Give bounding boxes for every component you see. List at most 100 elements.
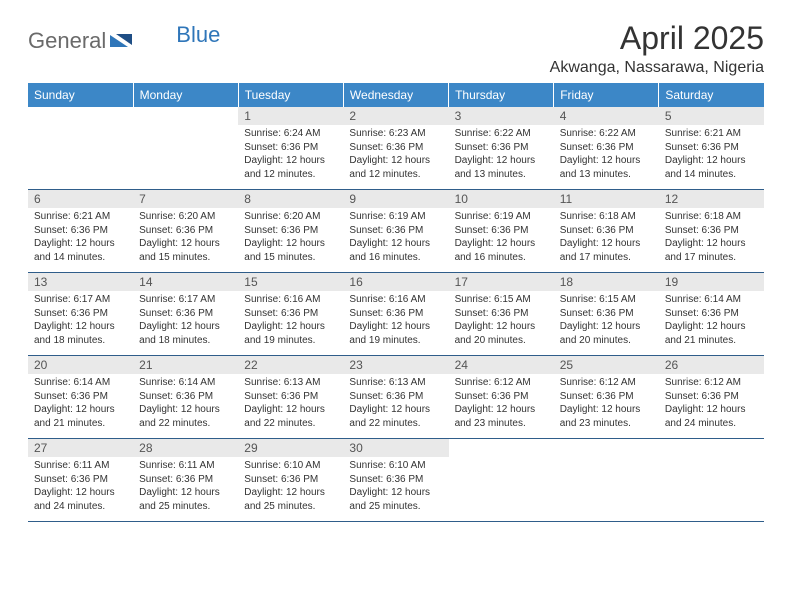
- location-text: Akwanga, Nassarawa, Nigeria: [550, 59, 764, 77]
- day-number: 29: [238, 439, 343, 457]
- day-number: 23: [343, 356, 448, 374]
- calendar-cell: 22Sunrise: 6:13 AMSunset: 6:36 PMDayligh…: [238, 356, 343, 439]
- title-block: April 2025 Akwanga, Nassarawa, Nigeria: [550, 20, 764, 77]
- day-content: Sunrise: 6:14 AMSunset: 6:36 PMDaylight:…: [133, 374, 238, 434]
- calendar-cell: 7Sunrise: 6:20 AMSunset: 6:36 PMDaylight…: [133, 190, 238, 273]
- day-content: Sunrise: 6:10 AMSunset: 6:36 PMDaylight:…: [343, 457, 448, 517]
- day-header-row: SundayMondayTuesdayWednesdayThursdayFrid…: [28, 83, 764, 107]
- calendar-head: SundayMondayTuesdayWednesdayThursdayFrid…: [28, 83, 764, 107]
- day-number: 15: [238, 273, 343, 291]
- calendar-cell: 25Sunrise: 6:12 AMSunset: 6:36 PMDayligh…: [554, 356, 659, 439]
- day-content: Sunrise: 6:13 AMSunset: 6:36 PMDaylight:…: [343, 374, 448, 434]
- day-number: 14: [133, 273, 238, 291]
- day-content: Sunrise: 6:12 AMSunset: 6:36 PMDaylight:…: [449, 374, 554, 434]
- calendar-cell: 8Sunrise: 6:20 AMSunset: 6:36 PMDaylight…: [238, 190, 343, 273]
- day-content: Sunrise: 6:10 AMSunset: 6:36 PMDaylight:…: [238, 457, 343, 517]
- day-content: Sunrise: 6:17 AMSunset: 6:36 PMDaylight:…: [133, 291, 238, 351]
- day-content: Sunrise: 6:19 AMSunset: 6:36 PMDaylight:…: [449, 208, 554, 268]
- calendar-cell: [449, 439, 554, 522]
- day-number: 24: [449, 356, 554, 374]
- calendar-cell: 3Sunrise: 6:22 AMSunset: 6:36 PMDaylight…: [449, 107, 554, 190]
- calendar-cell: 28Sunrise: 6:11 AMSunset: 6:36 PMDayligh…: [133, 439, 238, 522]
- page: General Blue April 2025 Akwanga, Nassara…: [0, 0, 792, 542]
- calendar-week: 1Sunrise: 6:24 AMSunset: 6:36 PMDaylight…: [28, 107, 764, 190]
- brand-name-part1: General: [28, 28, 106, 54]
- day-content: Sunrise: 6:16 AMSunset: 6:36 PMDaylight:…: [238, 291, 343, 351]
- calendar-cell: 30Sunrise: 6:10 AMSunset: 6:36 PMDayligh…: [343, 439, 448, 522]
- day-number: 1: [238, 107, 343, 125]
- calendar-cell: 27Sunrise: 6:11 AMSunset: 6:36 PMDayligh…: [28, 439, 133, 522]
- calendar-cell: 9Sunrise: 6:19 AMSunset: 6:36 PMDaylight…: [343, 190, 448, 273]
- calendar-cell: 6Sunrise: 6:21 AMSunset: 6:36 PMDaylight…: [28, 190, 133, 273]
- day-header-thursday: Thursday: [449, 83, 554, 107]
- calendar-cell: 20Sunrise: 6:14 AMSunset: 6:36 PMDayligh…: [28, 356, 133, 439]
- calendar-cell: 17Sunrise: 6:15 AMSunset: 6:36 PMDayligh…: [449, 273, 554, 356]
- day-number: 25: [554, 356, 659, 374]
- day-content: Sunrise: 6:20 AMSunset: 6:36 PMDaylight:…: [238, 208, 343, 268]
- calendar-week: 20Sunrise: 6:14 AMSunset: 6:36 PMDayligh…: [28, 356, 764, 439]
- day-header-sunday: Sunday: [28, 83, 133, 107]
- day-content: Sunrise: 6:17 AMSunset: 6:36 PMDaylight:…: [28, 291, 133, 351]
- day-content: Sunrise: 6:23 AMSunset: 6:36 PMDaylight:…: [343, 125, 448, 185]
- calendar-cell: 2Sunrise: 6:23 AMSunset: 6:36 PMDaylight…: [343, 107, 448, 190]
- calendar-cell: [28, 107, 133, 190]
- day-content: Sunrise: 6:15 AMSunset: 6:36 PMDaylight:…: [554, 291, 659, 351]
- day-header-tuesday: Tuesday: [238, 83, 343, 107]
- calendar-cell: 16Sunrise: 6:16 AMSunset: 6:36 PMDayligh…: [343, 273, 448, 356]
- calendar-cell: 11Sunrise: 6:18 AMSunset: 6:36 PMDayligh…: [554, 190, 659, 273]
- calendar-cell: 13Sunrise: 6:17 AMSunset: 6:36 PMDayligh…: [28, 273, 133, 356]
- day-number: 5: [659, 107, 764, 125]
- day-content: Sunrise: 6:13 AMSunset: 6:36 PMDaylight:…: [238, 374, 343, 434]
- day-content: Sunrise: 6:19 AMSunset: 6:36 PMDaylight:…: [343, 208, 448, 268]
- day-number: 13: [28, 273, 133, 291]
- day-content: Sunrise: 6:21 AMSunset: 6:36 PMDaylight:…: [28, 208, 133, 268]
- day-content: Sunrise: 6:11 AMSunset: 6:36 PMDaylight:…: [28, 457, 133, 517]
- day-number: 19: [659, 273, 764, 291]
- day-number: 22: [238, 356, 343, 374]
- month-title: April 2025: [550, 20, 764, 57]
- day-content: Sunrise: 6:12 AMSunset: 6:36 PMDaylight:…: [554, 374, 659, 434]
- day-content: Sunrise: 6:18 AMSunset: 6:36 PMDaylight:…: [554, 208, 659, 268]
- day-content: Sunrise: 6:22 AMSunset: 6:36 PMDaylight:…: [554, 125, 659, 185]
- day-content: Sunrise: 6:21 AMSunset: 6:36 PMDaylight:…: [659, 125, 764, 185]
- day-number: 26: [659, 356, 764, 374]
- day-number: 4: [554, 107, 659, 125]
- page-header: General Blue April 2025 Akwanga, Nassara…: [28, 20, 764, 77]
- calendar-cell: 15Sunrise: 6:16 AMSunset: 6:36 PMDayligh…: [238, 273, 343, 356]
- calendar-cell: 24Sunrise: 6:12 AMSunset: 6:36 PMDayligh…: [449, 356, 554, 439]
- calendar-cell: [554, 439, 659, 522]
- day-content: Sunrise: 6:22 AMSunset: 6:36 PMDaylight:…: [449, 125, 554, 185]
- day-header-wednesday: Wednesday: [343, 83, 448, 107]
- day-content: Sunrise: 6:14 AMSunset: 6:36 PMDaylight:…: [28, 374, 133, 434]
- brand-name-part2: Blue: [176, 22, 220, 48]
- day-number: 12: [659, 190, 764, 208]
- day-number: 7: [133, 190, 238, 208]
- day-number: 10: [449, 190, 554, 208]
- day-number: 16: [343, 273, 448, 291]
- day-number: 27: [28, 439, 133, 457]
- day-content: Sunrise: 6:11 AMSunset: 6:36 PMDaylight:…: [133, 457, 238, 517]
- day-content: Sunrise: 6:16 AMSunset: 6:36 PMDaylight:…: [343, 291, 448, 351]
- day-content: Sunrise: 6:20 AMSunset: 6:36 PMDaylight:…: [133, 208, 238, 268]
- calendar-cell: [659, 439, 764, 522]
- day-number: 28: [133, 439, 238, 457]
- calendar-cell: 12Sunrise: 6:18 AMSunset: 6:36 PMDayligh…: [659, 190, 764, 273]
- calendar-cell: 5Sunrise: 6:21 AMSunset: 6:36 PMDaylight…: [659, 107, 764, 190]
- calendar-cell: 26Sunrise: 6:12 AMSunset: 6:36 PMDayligh…: [659, 356, 764, 439]
- day-number: 2: [343, 107, 448, 125]
- day-content: Sunrise: 6:15 AMSunset: 6:36 PMDaylight:…: [449, 291, 554, 351]
- calendar-cell: 4Sunrise: 6:22 AMSunset: 6:36 PMDaylight…: [554, 107, 659, 190]
- calendar-week: 27Sunrise: 6:11 AMSunset: 6:36 PMDayligh…: [28, 439, 764, 522]
- day-content: Sunrise: 6:18 AMSunset: 6:36 PMDaylight:…: [659, 208, 764, 268]
- calendar-cell: 21Sunrise: 6:14 AMSunset: 6:36 PMDayligh…: [133, 356, 238, 439]
- calendar-week: 6Sunrise: 6:21 AMSunset: 6:36 PMDaylight…: [28, 190, 764, 273]
- calendar-cell: 18Sunrise: 6:15 AMSunset: 6:36 PMDayligh…: [554, 273, 659, 356]
- brand-logo: General Blue: [28, 28, 220, 54]
- day-number: 30: [343, 439, 448, 457]
- day-number: 17: [449, 273, 554, 291]
- calendar-cell: 10Sunrise: 6:19 AMSunset: 6:36 PMDayligh…: [449, 190, 554, 273]
- day-header-saturday: Saturday: [659, 83, 764, 107]
- day-number: 20: [28, 356, 133, 374]
- day-header-monday: Monday: [133, 83, 238, 107]
- calendar-cell: [133, 107, 238, 190]
